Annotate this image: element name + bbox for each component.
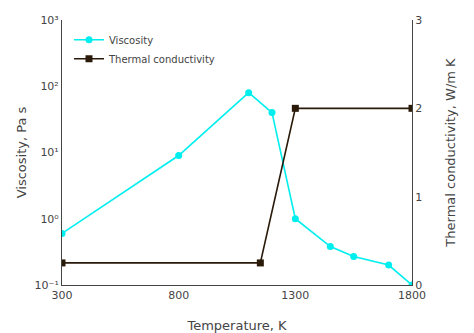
svg-text:2: 2	[415, 102, 422, 115]
svg-text:10⁰: 10⁰	[40, 213, 59, 226]
svg-text:Viscosity, Pa s: Viscosity, Pa s	[14, 106, 29, 198]
svg-text:Thermal conductivity: Thermal conductivity	[108, 54, 215, 65]
svg-text:Temperature, K: Temperature, K	[186, 318, 287, 333]
svg-text:1800: 1800	[398, 289, 426, 302]
svg-text:Viscosity: Viscosity	[109, 35, 153, 46]
svg-text:Thermal conductivity, W/m K: Thermal conductivity, W/m K	[443, 58, 458, 248]
svg-text:300: 300	[52, 289, 73, 302]
svg-text:800: 800	[168, 289, 189, 302]
svg-text:10⁻¹: 10⁻¹	[35, 279, 59, 292]
svg-text:1300: 1300	[281, 289, 309, 302]
svg-text:1: 1	[415, 191, 422, 204]
svg-text:10³: 10³	[40, 14, 58, 27]
svg-text:10²: 10²	[40, 80, 58, 93]
svg-text:0: 0	[415, 279, 422, 292]
svg-text:3: 3	[415, 14, 422, 27]
svg-text:10¹: 10¹	[40, 146, 58, 159]
